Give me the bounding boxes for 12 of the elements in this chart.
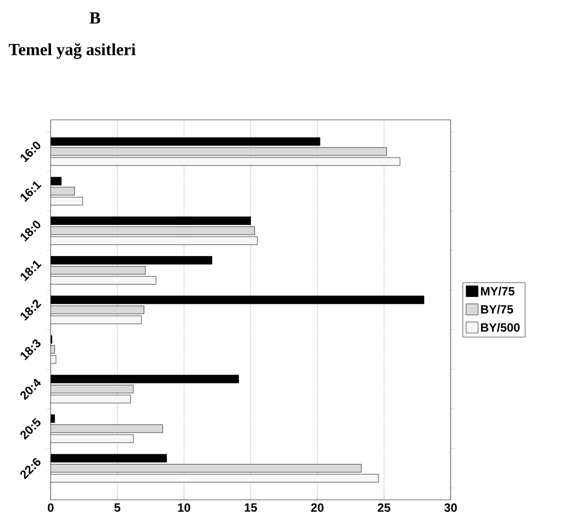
chart-title: B: [90, 12, 100, 24]
legend-label: MY/75: [481, 286, 514, 296]
legend-label: BY/500: [481, 322, 520, 332]
x-tick-label: 20: [311, 503, 324, 512]
legend-label: BY/75: [481, 304, 514, 314]
x-tick-label: 0: [48, 503, 54, 512]
x-tick-label: 25: [378, 503, 390, 512]
x-tick-label: 5: [114, 503, 120, 512]
x-tick-label: 10: [178, 503, 190, 512]
chart-subtitle: Temel yağ asitleri: [8, 43, 136, 59]
x-tick-label: 15: [244, 503, 257, 512]
x-tick-label: 30: [444, 503, 457, 512]
